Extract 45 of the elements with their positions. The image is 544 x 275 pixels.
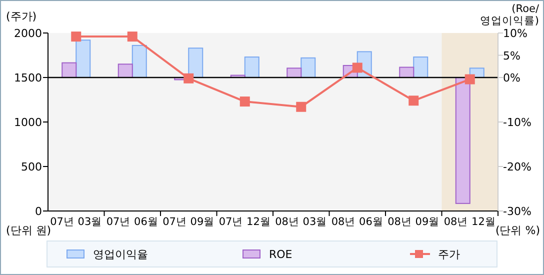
- legend-label: ROE: [269, 248, 292, 261]
- bar: [132, 44, 147, 78]
- x-tick-label: 08년 09월: [388, 216, 440, 228]
- legend-label: 영업이익율: [93, 248, 148, 261]
- y-tick-label: 500: [21, 160, 42, 174]
- point: [71, 32, 82, 42]
- bar: [286, 68, 302, 78]
- bar: [300, 57, 316, 78]
- bar: [413, 56, 428, 78]
- point: [127, 32, 138, 42]
- x-tick-label: 07년 03월: [50, 216, 102, 228]
- y2-tick-label: -10%: [503, 116, 532, 129]
- y-tick-label: 2000: [14, 27, 42, 40]
- y2-axis-title: (Roe/ 영업이익률): [480, 3, 540, 27]
- bar: [455, 77, 470, 204]
- point: [296, 102, 306, 112]
- y-tick-label: 1000: [14, 116, 42, 129]
- y2-tick-label: 5%: [503, 49, 520, 62]
- point: [352, 62, 362, 73]
- text: (단위 %): [495, 224, 540, 237]
- x-tick-label: 07년 12월: [218, 216, 271, 228]
- x-tick-label: 08년 06월: [331, 216, 384, 228]
- point: [464, 74, 475, 84]
- y2-tick-label: -30%: [503, 205, 532, 218]
- y2-tick-label: -20%: [503, 160, 532, 174]
- bar: [244, 56, 260, 78]
- bar: [76, 40, 91, 78]
- x-tick-label: 07년 09월: [162, 216, 215, 228]
- point: [184, 73, 194, 84]
- bar: [118, 64, 133, 78]
- point: [240, 96, 250, 107]
- bar: [399, 66, 414, 78]
- y2-tick-label: 10%: [503, 27, 528, 40]
- y-tick-label: 1500: [14, 72, 42, 84]
- x-tick-label: 08년 12월: [444, 216, 496, 228]
- y-tick-label: 0: [35, 205, 42, 218]
- legend-label: 주가: [438, 248, 460, 261]
- x-tick-label: 07년 06월: [106, 216, 158, 228]
- bar: [188, 48, 204, 78]
- y-axis-title: (주가): [6, 10, 37, 23]
- text: (단위 원): [6, 224, 52, 237]
- point: [408, 96, 419, 106]
- y2-tick-label: 0%: [503, 72, 520, 84]
- bar: [62, 62, 77, 78]
- x-tick-label: 08년 03월: [275, 216, 328, 228]
